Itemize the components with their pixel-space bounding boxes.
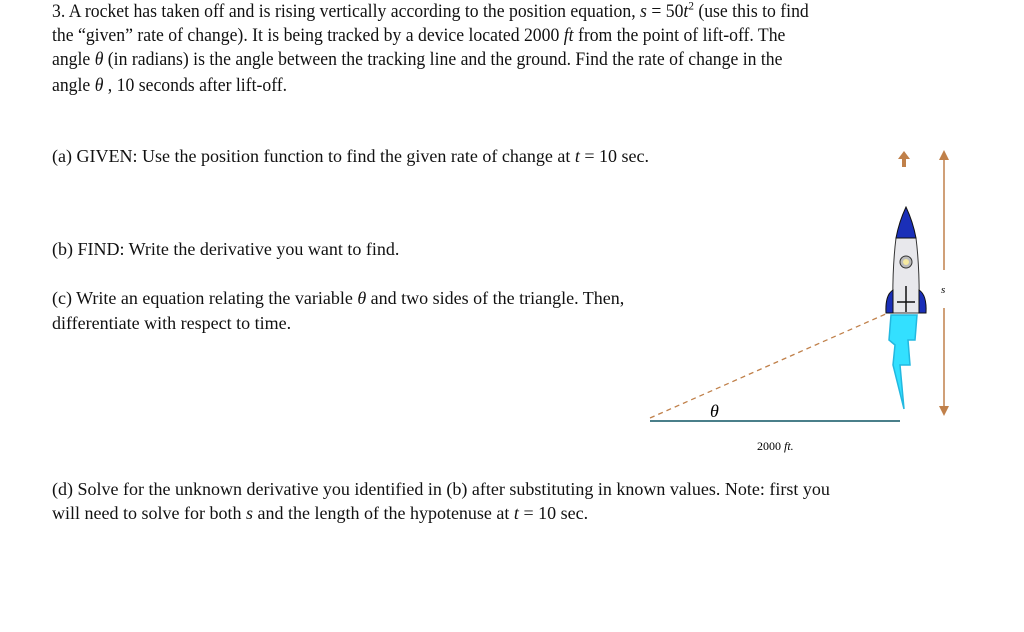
text: and the length of the hypotenuse at xyxy=(252,503,514,523)
part-b: (b) FIND: Write the derivative you want … xyxy=(52,239,400,259)
unit: ft xyxy=(563,25,574,46)
base-unit: ft. xyxy=(784,439,794,453)
part-c: (c) Write an equation relating the varia… xyxy=(52,287,624,309)
var-t: t xyxy=(683,1,689,22)
text: (a) GIVEN: Use the position function to … xyxy=(52,146,575,166)
height-arrow xyxy=(939,150,949,416)
text: from the point of lift-off. The xyxy=(573,25,786,46)
var-t: t xyxy=(574,146,580,166)
var-theta: θ xyxy=(94,75,104,96)
part-a: (a) GIVEN: Use the position function to … xyxy=(52,145,649,167)
text: = 10 sec. xyxy=(579,146,649,166)
part-d-line-2: will need to solve for both s and the le… xyxy=(52,502,588,524)
text: 3. A rocket has taken off and is rising … xyxy=(52,1,636,22)
problem-line-4: angle θ , 10 seconds after lift-off. xyxy=(52,75,287,97)
text: (c) Write an equation relating the varia… xyxy=(52,288,358,308)
part-c-line-2: differentiate with respect to time. xyxy=(52,313,292,333)
height-label: s xyxy=(941,284,945,296)
part-d: (d) Solve for the unknown derivative you… xyxy=(52,479,830,499)
tracking-line xyxy=(649,312,889,419)
rocket-nose xyxy=(895,205,917,239)
text: = 50 xyxy=(646,1,684,22)
flame xyxy=(888,314,918,410)
var-s: s xyxy=(640,1,647,22)
text: angle xyxy=(52,49,95,70)
text: = 10 sec. xyxy=(518,503,589,523)
problem-line-1: 3. A rocket has taken off and is rising … xyxy=(52,0,809,23)
text: the “given” rate of change). It is being… xyxy=(52,25,564,46)
problem-line-3: angle θ (in radians) is the angle betwee… xyxy=(52,49,782,71)
rocket-icon xyxy=(885,205,927,410)
text: and two sides of the triangle. Then, xyxy=(366,288,625,308)
fin-right xyxy=(918,289,927,314)
text: (use this to find xyxy=(693,1,809,22)
motion-arrow-icon xyxy=(898,151,910,167)
text: (in radians) is the angle between the tr… xyxy=(103,49,783,70)
var-t: t xyxy=(513,503,519,523)
var-s: s xyxy=(245,503,253,523)
text: , 10 seconds after lift-off. xyxy=(103,75,288,96)
var-theta: θ xyxy=(357,288,367,308)
text: will need to solve for both xyxy=(52,503,246,523)
fin-left xyxy=(885,289,894,314)
theta-label: θ xyxy=(710,401,719,421)
problem-line-2: the “given” rate of change). It is being… xyxy=(52,25,785,47)
base-label: 2000 ft. xyxy=(757,439,794,453)
exponent: 2 xyxy=(688,0,694,13)
base-value: 2000 xyxy=(757,439,784,453)
text: angle xyxy=(52,75,95,96)
var-theta: θ xyxy=(94,49,104,70)
